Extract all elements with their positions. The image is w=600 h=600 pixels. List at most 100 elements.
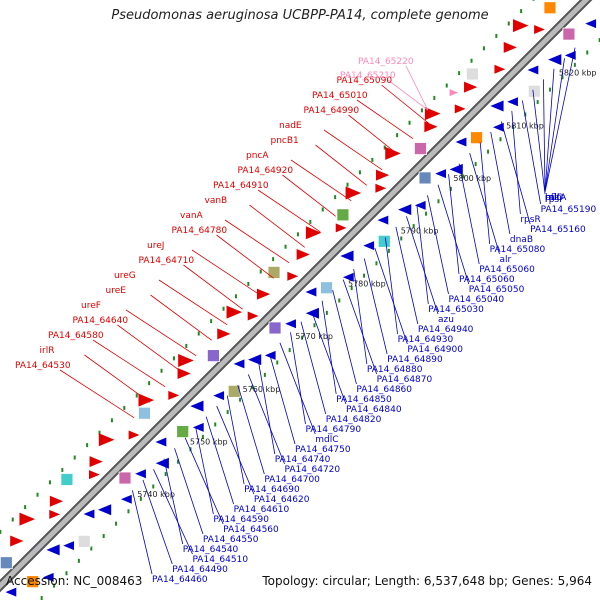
gene-label-below: PA14_64610 — [234, 505, 290, 515]
gene-label-below: PA14_65030 — [428, 305, 484, 315]
gene-arrow — [97, 504, 112, 516]
track-dot — [396, 133, 399, 138]
gene-label-below: PA14_64940 — [418, 325, 474, 335]
gene-box — [268, 321, 282, 335]
gene-label-below: PA14_64560 — [223, 525, 279, 535]
gene-arrow — [192, 422, 204, 432]
gene-arrow — [46, 544, 60, 556]
gene-box — [0, 556, 13, 570]
track-dot — [135, 393, 138, 398]
track-dot — [77, 558, 80, 563]
gene-label-below: PA14_65080 — [490, 245, 546, 255]
track-dot — [449, 186, 452, 191]
gene-arrow — [385, 146, 401, 160]
gene-arrow — [490, 100, 504, 112]
track-dot — [334, 195, 337, 200]
track-dot — [251, 385, 254, 390]
gene-label-below: PA14_64550 — [203, 535, 259, 545]
track-dot — [433, 95, 436, 100]
leader-line — [117, 324, 181, 372]
diagram-title: Pseudomonas aeruginosa UCBPP-PA14, compl… — [111, 8, 489, 23]
leader-line — [300, 321, 327, 415]
track-dot — [11, 517, 14, 522]
track-dot — [102, 534, 105, 539]
tick-label: 5770 kbp — [295, 332, 333, 341]
gene-arrow — [507, 97, 518, 107]
leader-line — [163, 458, 184, 545]
track-dot — [371, 157, 374, 162]
track-dot — [383, 145, 386, 150]
track-dot — [276, 360, 279, 365]
track-dot — [561, 75, 564, 80]
gene-label-pink: PA14_65210 — [340, 71, 396, 81]
gene-label-below: purA — [545, 193, 567, 203]
gene-box — [77, 534, 91, 548]
gene-label-below: azu — [438, 315, 454, 325]
track-dot — [123, 405, 126, 410]
gene-arrow — [49, 495, 64, 507]
track-dot — [234, 294, 237, 299]
gene-label-above: irlR — [40, 346, 55, 356]
leader-line — [532, 89, 546, 195]
leader-line — [191, 249, 259, 295]
leader-line — [249, 204, 305, 248]
gene-label-below: alr — [499, 255, 511, 265]
leader-line — [363, 258, 388, 355]
tick-label: 5800 kbp — [453, 174, 491, 183]
gene-label-below: hflC — [545, 193, 563, 203]
leader-line — [353, 268, 368, 365]
gene-label-below: PA14_64590 — [213, 515, 269, 525]
gene-label-above: PA14_65090 — [337, 76, 393, 86]
track-dot — [148, 381, 151, 386]
leader-line — [321, 300, 337, 395]
track-dot — [495, 33, 498, 38]
leader-line — [257, 189, 321, 233]
track-dot — [470, 58, 473, 63]
kbp-ticks: 5740 kbp 5750 kbp 5760 kbp 5770 kbp 5780 kbp… — [137, 69, 596, 500]
leader-line — [237, 384, 265, 475]
gene-arrow — [464, 81, 478, 93]
gene-label-below: dnaB — [510, 235, 533, 245]
leader-line — [384, 237, 398, 335]
leader-line — [158, 279, 228, 326]
track-dot — [160, 368, 163, 373]
gene-box — [377, 234, 391, 248]
leader-line — [205, 416, 235, 505]
gene-arrow — [120, 494, 132, 504]
tick-label: 5810 kbp — [506, 121, 544, 130]
tick-label: 5760 kbp — [243, 385, 281, 394]
leader-line — [290, 332, 306, 425]
gene-arrow — [213, 391, 225, 401]
gene-box — [470, 131, 483, 145]
gene-arrow — [375, 169, 390, 181]
leader-line — [216, 405, 255, 495]
track-dot — [536, 100, 539, 105]
gene-arrow — [455, 137, 467, 147]
track-dot — [210, 319, 213, 324]
gene-arrow — [342, 272, 354, 282]
leader-line — [153, 469, 193, 555]
gene-arrow — [226, 305, 243, 319]
gene-arrow — [398, 204, 412, 216]
gene-arrow — [435, 169, 447, 179]
gene-arrow — [527, 65, 539, 75]
track-dot — [36, 492, 39, 497]
gene-label-below: PA14_64890 — [387, 355, 443, 365]
summary-text: Topology: circular; Length: 6,537,648 bp… — [262, 574, 592, 588]
gene-arrow — [375, 183, 387, 193]
track-dot — [325, 310, 328, 315]
leader-line — [290, 159, 352, 202]
gene-arrow — [363, 241, 375, 251]
gene-label-above: PA14_64990 — [304, 106, 360, 116]
gene-label-above: vanA — [180, 211, 204, 221]
gene-box — [267, 266, 281, 279]
track-dot — [301, 335, 304, 340]
track-dot — [48, 480, 51, 485]
gene-label-below: PA14_64820 — [326, 415, 382, 425]
leader-line — [195, 427, 214, 515]
gene-arrow — [548, 54, 562, 66]
gene-label-below: PA14_65040 — [449, 295, 505, 305]
gene-box — [320, 281, 333, 295]
track-dot — [201, 434, 204, 439]
